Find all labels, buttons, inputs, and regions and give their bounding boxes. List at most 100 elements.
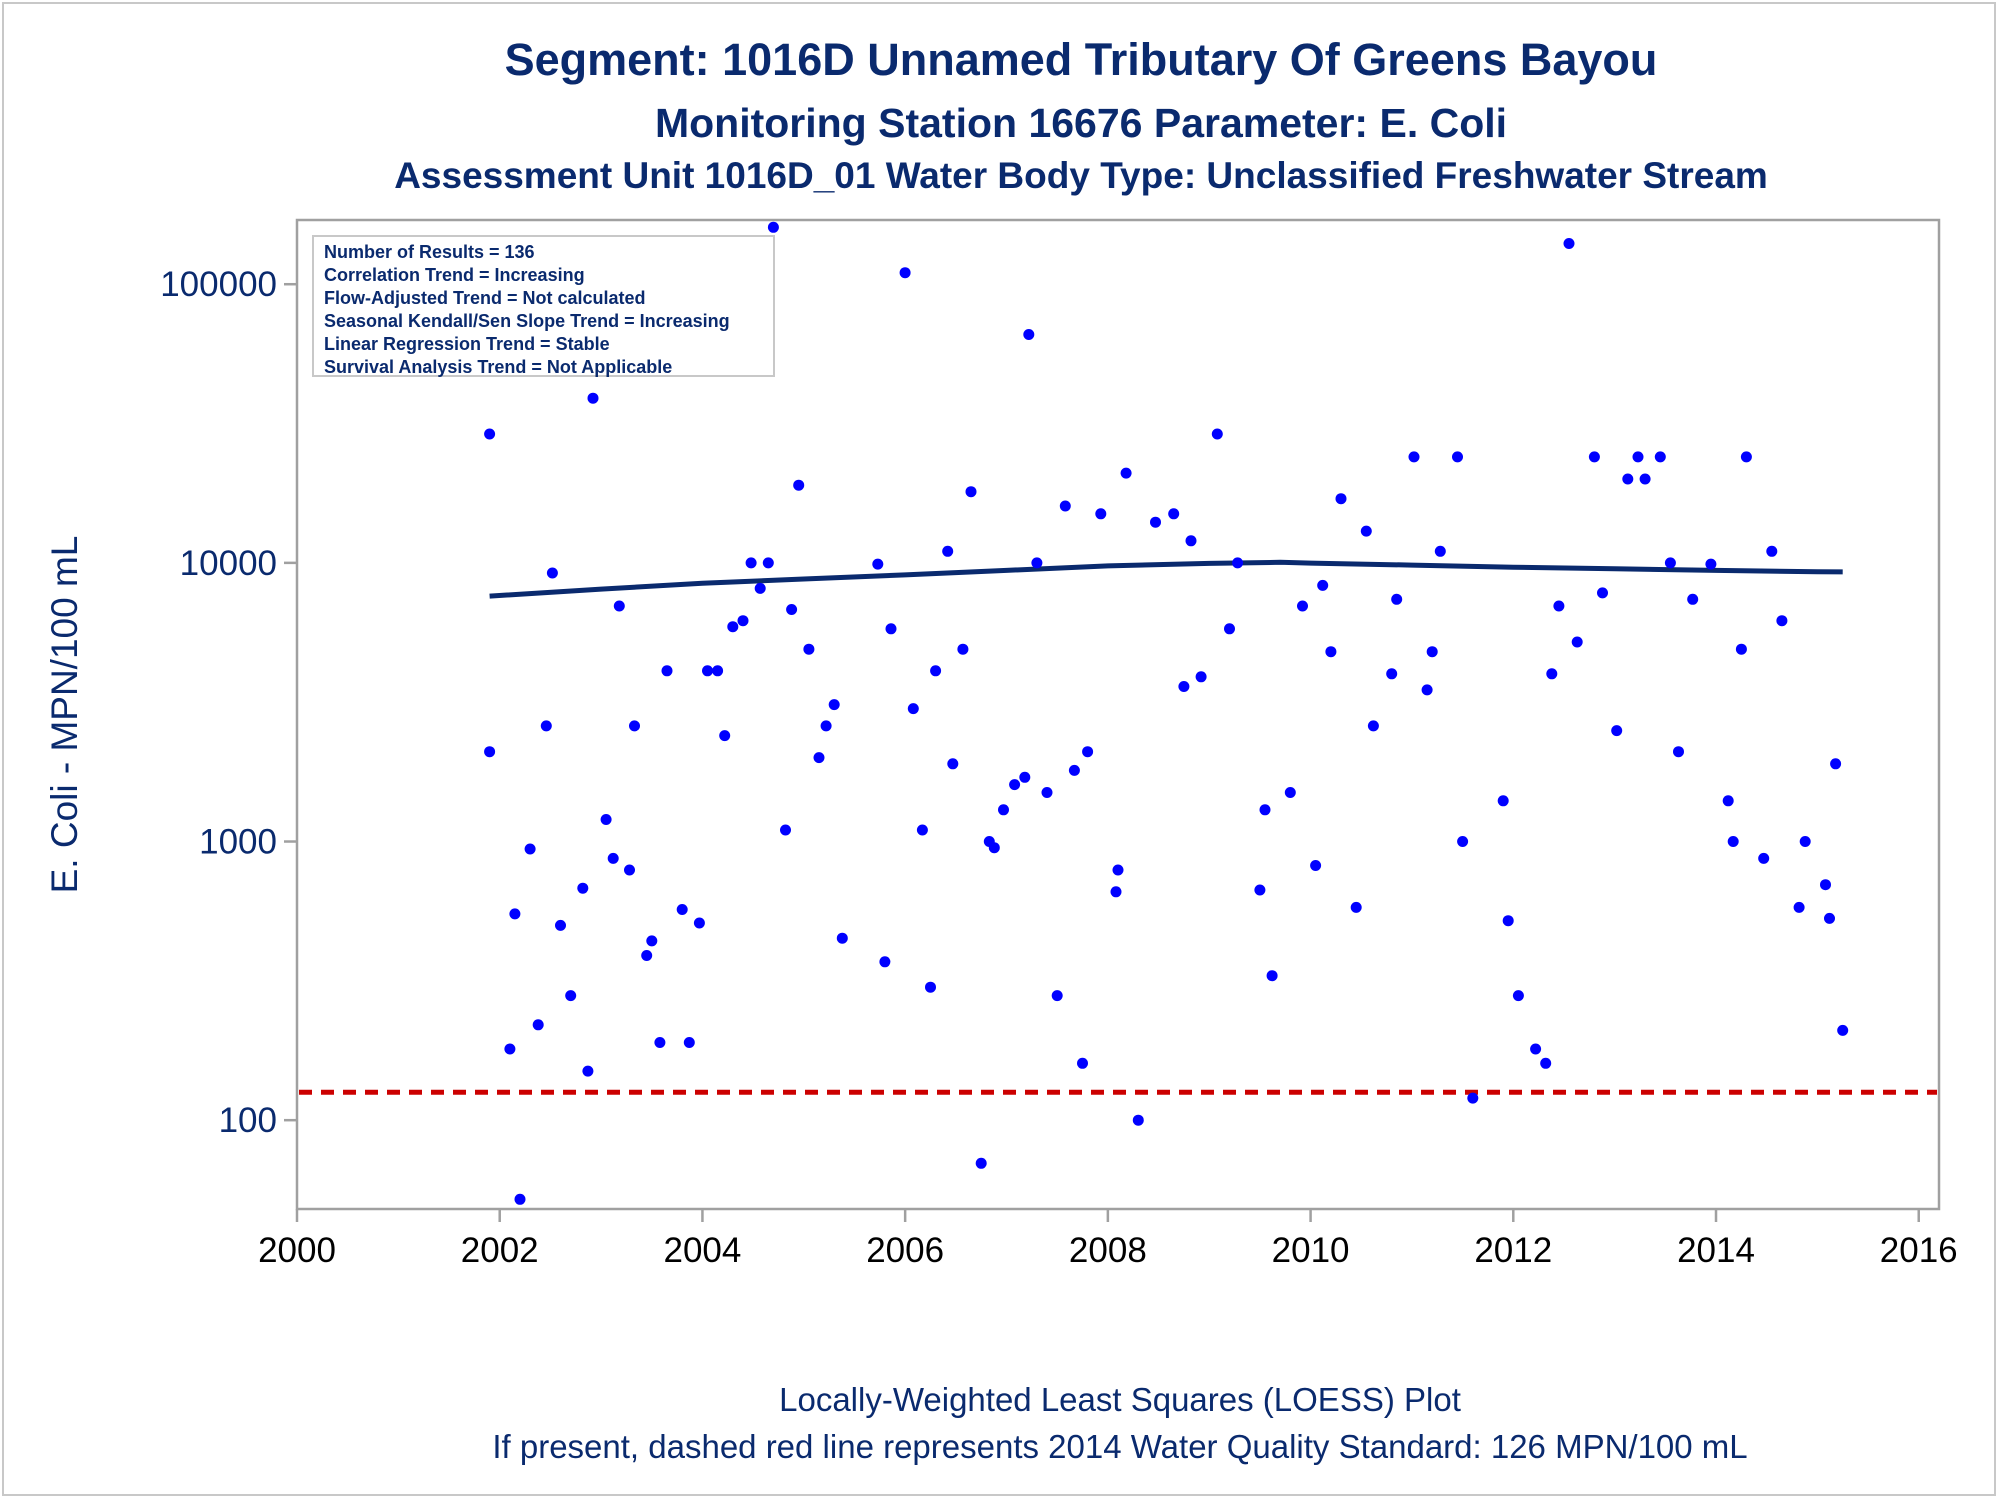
data-point	[532, 1019, 544, 1031]
data-point	[1434, 545, 1446, 557]
data-point	[803, 643, 815, 655]
data-point	[1553, 600, 1565, 612]
data-point	[646, 935, 658, 947]
data-point	[565, 990, 577, 1002]
data-point	[484, 746, 496, 758]
loess-curve	[489, 559, 1843, 599]
plot-area-border	[295, 218, 1941, 1211]
data-point	[1457, 836, 1469, 847]
data-point	[514, 1193, 526, 1205]
footnote-standard: If present, dashed red line represents 2…	[492, 1428, 1748, 1465]
data-point	[998, 804, 1009, 816]
data-point	[1041, 787, 1053, 798]
chart-subtitle: Monitoring Station 16676 Parameter: E. C…	[654, 100, 1508, 146]
data-point	[1082, 746, 1094, 758]
data-point	[813, 752, 825, 764]
data-point	[957, 643, 969, 655]
data-point	[1335, 493, 1347, 505]
data-point	[1266, 970, 1278, 982]
data-point	[899, 267, 911, 279]
data-point	[793, 479, 805, 491]
data-point	[484, 428, 496, 440]
data-point	[1297, 600, 1308, 612]
data-point	[762, 557, 774, 569]
data-point	[836, 932, 848, 944]
data-point	[1391, 593, 1403, 605]
data-point	[613, 600, 625, 612]
data-point	[767, 221, 779, 233]
data-point	[1350, 901, 1362, 913]
data-point	[988, 842, 1000, 854]
data-point	[1310, 860, 1322, 871]
x-tick-label: 2008	[1069, 1231, 1147, 1270]
data-point	[737, 615, 749, 627]
data-point	[1426, 646, 1438, 658]
data-point	[1588, 451, 1600, 463]
data-point	[930, 665, 942, 677]
data-point	[1110, 886, 1122, 898]
data-point	[1654, 451, 1666, 463]
data-point	[587, 392, 599, 404]
data-point	[1727, 836, 1739, 847]
data-point	[654, 1037, 666, 1048]
data-point	[1019, 771, 1031, 783]
data-point	[1211, 428, 1223, 440]
data-point	[641, 950, 653, 961]
stat-survival-analysis-trend: Survival Analysis Trend = Not Applicable	[324, 357, 673, 377]
data-point	[607, 852, 619, 864]
data-point	[1367, 720, 1379, 732]
stat-correlation-trend: Correlation Trend = Increasing	[324, 265, 585, 285]
data-point	[582, 1065, 594, 1077]
data-point	[1150, 516, 1161, 528]
data-point	[916, 824, 928, 836]
data-point	[540, 720, 552, 732]
data-point	[1687, 593, 1699, 605]
data-point	[1837, 1024, 1849, 1036]
chart-title: Segment: 1016D Unnamed Tributary Of Gree…	[504, 34, 1658, 85]
x-tick-label: 2006	[866, 1231, 944, 1270]
data-point	[1563, 238, 1575, 249]
data-point	[1132, 1114, 1144, 1126]
data-point	[1830, 758, 1842, 770]
x-tick-label: 2000	[258, 1231, 336, 1270]
data-point	[1112, 864, 1124, 876]
data-point	[1317, 579, 1329, 591]
data-point	[1735, 643, 1747, 655]
data-point	[1284, 787, 1296, 798]
x-tick-label: 2004	[663, 1231, 741, 1270]
data-point	[1820, 879, 1831, 891]
y-axis-label: E. Coli - MPN/100 mL	[44, 536, 85, 894]
data-point	[786, 604, 798, 615]
data-point	[546, 567, 558, 579]
data-point	[524, 843, 536, 855]
data-point	[719, 730, 731, 742]
data-point	[828, 699, 840, 711]
data-point	[1408, 451, 1420, 463]
data-point	[745, 557, 757, 569]
data-point	[872, 558, 884, 570]
data-point	[925, 981, 936, 993]
data-point	[975, 1157, 987, 1169]
data-point	[1611, 725, 1623, 737]
data-point	[555, 919, 566, 931]
data-point	[1467, 1092, 1479, 1104]
data-point	[1224, 623, 1235, 635]
data-point	[1597, 587, 1608, 599]
stats-box: Number of Results = 136 Correlation Tren…	[312, 235, 775, 377]
data-point	[1571, 636, 1583, 648]
data-point	[1051, 990, 1063, 1002]
data-point	[1530, 1043, 1542, 1055]
data-point	[754, 582, 766, 594]
y-tick-label: 100000	[160, 265, 277, 304]
data-point	[1120, 467, 1132, 479]
y-tick-label: 100	[219, 1101, 277, 1140]
data-point	[780, 824, 791, 836]
data-point	[1622, 473, 1634, 485]
footnote-loess: Locally-Weighted Least Squares (LOESS) P…	[779, 1381, 1461, 1418]
data-point	[820, 720, 832, 732]
data-point	[1673, 746, 1684, 758]
data-point	[1195, 671, 1207, 683]
data-point	[1023, 329, 1035, 340]
